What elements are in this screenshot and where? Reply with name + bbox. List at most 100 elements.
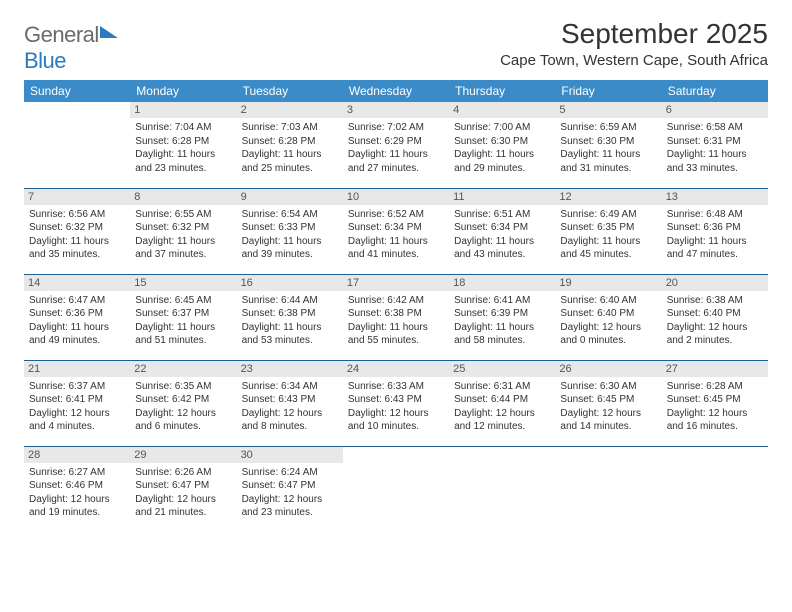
day-d2: and 21 minutes.	[135, 506, 231, 520]
day-ss: Sunset: 6:41 PM	[29, 393, 125, 407]
day-cell: 23 Sunrise: 6:34 AMSunset: 6:43 PMDayligh…	[237, 360, 343, 446]
day-d2: and 47 minutes.	[667, 248, 763, 262]
day-cell: .	[662, 446, 768, 532]
day-cell: 9Sunrise: 6:54 AMSunset: 6:33 PMDaylight…	[237, 188, 343, 274]
day-cell: 17Sunrise: 6:42 AMSunset: 6:38 PMDayligh…	[343, 274, 449, 360]
day-details: Sunrise: 7:00 AMSunset: 6:30 PMDaylight:…	[454, 121, 550, 175]
day-d2: and 35 minutes.	[29, 248, 125, 262]
day-details: Sunrise: 7:03 AMSunset: 6:28 PMDaylight:…	[242, 121, 338, 175]
day-d2: and 49 minutes.	[29, 334, 125, 348]
day-d2: and 55 minutes.	[348, 334, 444, 348]
day-d1: Daylight: 11 hours	[242, 235, 338, 249]
day-details: Sunrise: 6:34 AMSunset: 6:43 PMDaylight:…	[242, 380, 338, 434]
day-number: 3	[343, 102, 449, 118]
day-details: Sunrise: 6:30 AMSunset: 6:45 PMDaylight:…	[560, 380, 656, 434]
day-d2: and 16 minutes.	[667, 420, 763, 434]
day-cell: 2Sunrise: 7:03 AMSunset: 6:28 PMDaylight…	[237, 102, 343, 188]
day-ss: Sunset: 6:35 PM	[560, 221, 656, 235]
day-number: 28	[24, 447, 130, 463]
day-cell: .	[555, 446, 661, 532]
day-sr: Sunrise: 6:55 AM	[135, 208, 231, 222]
day-sr: Sunrise: 6:35 AM	[135, 380, 231, 394]
day-details: Sunrise: 6:27 AMSunset: 6:46 PMDaylight:…	[29, 466, 125, 520]
day-cell: .	[24, 102, 130, 188]
day-ss: Sunset: 6:43 PM	[348, 393, 444, 407]
day-sr: Sunrise: 6:40 AM	[560, 294, 656, 308]
day-number: 16	[237, 275, 343, 291]
day-number: 4	[449, 102, 555, 118]
day-number: 12	[555, 189, 661, 205]
day-d1: Daylight: 12 hours	[242, 493, 338, 507]
day-cell: 30Sunrise: 6:24 AMSunset: 6:47 PMDayligh…	[237, 446, 343, 532]
day-d1: Daylight: 12 hours	[454, 407, 550, 421]
day-d2: and 45 minutes.	[560, 248, 656, 262]
header-right: September 2025 Cape Town, Western Cape, …	[500, 18, 768, 69]
week-row: 7Sunrise: 6:56 AMSunset: 6:32 PMDaylight…	[24, 188, 768, 274]
day-number: 20	[662, 275, 768, 291]
day-sr: Sunrise: 6:59 AM	[560, 121, 656, 135]
weekday-wed: Wednesday	[343, 80, 449, 102]
calendar-table: Sunday Monday Tuesday Wednesday Thursday…	[24, 80, 768, 532]
day-cell: 14Sunrise: 6:47 AMSunset: 6:36 PMDayligh…	[24, 274, 130, 360]
day-cell: 20Sunrise: 6:38 AMSunset: 6:40 PMDayligh…	[662, 274, 768, 360]
day-ss: Sunset: 6:29 PM	[348, 135, 444, 149]
day-sr: Sunrise: 6:52 AM	[348, 208, 444, 222]
day-ss: Sunset: 6:33 PM	[242, 221, 338, 235]
day-d2: and 12 minutes.	[454, 420, 550, 434]
day-ss: Sunset: 6:28 PM	[242, 135, 338, 149]
day-d2: and 33 minutes.	[667, 162, 763, 176]
day-ss: Sunset: 6:36 PM	[29, 307, 125, 321]
day-d2: and 41 minutes.	[348, 248, 444, 262]
day-d2: and 51 minutes.	[135, 334, 231, 348]
day-d2: and 58 minutes.	[454, 334, 550, 348]
day-d1: Daylight: 12 hours	[135, 407, 231, 421]
day-number: 24	[343, 361, 449, 377]
day-sr: Sunrise: 7:04 AM	[135, 121, 231, 135]
day-ss: Sunset: 6:42 PM	[135, 393, 231, 407]
day-sr: Sunrise: 6:24 AM	[242, 466, 338, 480]
day-sr: Sunrise: 6:30 AM	[560, 380, 656, 394]
day-cell: 16 Sunrise: 6:44 AMSunset: 6:38 PMDayligh…	[237, 274, 343, 360]
day-number: 8	[130, 189, 236, 205]
day-details: Sunrise: 7:02 AMSunset: 6:29 PMDaylight:…	[348, 121, 444, 175]
day-cell: 8 Sunrise: 6:55 AMSunset: 6:32 PMDaylight…	[130, 188, 236, 274]
day-details: Sunrise: 6:55 AMSunset: 6:32 PMDaylight:…	[135, 208, 231, 262]
day-number: 17	[343, 275, 449, 291]
day-details: Sunrise: 6:41 AMSunset: 6:39 PMDaylight:…	[454, 294, 550, 348]
day-number: 7	[24, 189, 130, 205]
day-number: 10	[343, 189, 449, 205]
day-details: Sunrise: 6:52 AMSunset: 6:34 PMDaylight:…	[348, 208, 444, 262]
day-d2: and 53 minutes.	[242, 334, 338, 348]
day-details: Sunrise: 6:28 AMSunset: 6:45 PMDaylight:…	[667, 380, 763, 434]
day-sr: Sunrise: 7:02 AM	[348, 121, 444, 135]
day-ss: Sunset: 6:45 PM	[560, 393, 656, 407]
day-number: 23	[237, 361, 343, 377]
day-cell: 19Sunrise: 6:40 AMSunset: 6:40 PMDayligh…	[555, 274, 661, 360]
day-details: Sunrise: 6:47 AMSunset: 6:36 PMDaylight:…	[29, 294, 125, 348]
day-d1: Daylight: 11 hours	[242, 148, 338, 162]
day-details: Sunrise: 6:40 AMSunset: 6:40 PMDaylight:…	[560, 294, 656, 348]
day-cell: 7Sunrise: 6:56 AMSunset: 6:32 PMDaylight…	[24, 188, 130, 274]
day-d1: Daylight: 12 hours	[242, 407, 338, 421]
day-details: Sunrise: 6:44 AMSunset: 6:38 PMDaylight:…	[242, 294, 338, 348]
day-cell: 12Sunrise: 6:49 AMSunset: 6:35 PMDayligh…	[555, 188, 661, 274]
day-details: Sunrise: 6:37 AMSunset: 6:41 PMDaylight:…	[29, 380, 125, 434]
day-d1: Daylight: 11 hours	[135, 321, 231, 335]
day-details: Sunrise: 6:31 AMSunset: 6:44 PMDaylight:…	[454, 380, 550, 434]
day-ss: Sunset: 6:40 PM	[667, 307, 763, 321]
weekday-fri: Friday	[555, 80, 661, 102]
day-d2: and 39 minutes.	[242, 248, 338, 262]
day-d1: Daylight: 11 hours	[29, 235, 125, 249]
day-details: Sunrise: 6:51 AMSunset: 6:34 PMDaylight:…	[454, 208, 550, 262]
day-details: Sunrise: 7:04 AMSunset: 6:28 PMDaylight:…	[135, 121, 231, 175]
day-number: 6	[662, 102, 768, 118]
day-d2: and 37 minutes.	[135, 248, 231, 262]
day-sr: Sunrise: 7:00 AM	[454, 121, 550, 135]
day-d1: Daylight: 11 hours	[560, 235, 656, 249]
day-sr: Sunrise: 6:47 AM	[29, 294, 125, 308]
day-cell: 13Sunrise: 6:48 AMSunset: 6:36 PMDayligh…	[662, 188, 768, 274]
day-d2: and 8 minutes.	[242, 420, 338, 434]
week-row: 21Sunrise: 6:37 AMSunset: 6:41 PMDayligh…	[24, 360, 768, 446]
weekday-thu: Thursday	[449, 80, 555, 102]
day-ss: Sunset: 6:38 PM	[242, 307, 338, 321]
